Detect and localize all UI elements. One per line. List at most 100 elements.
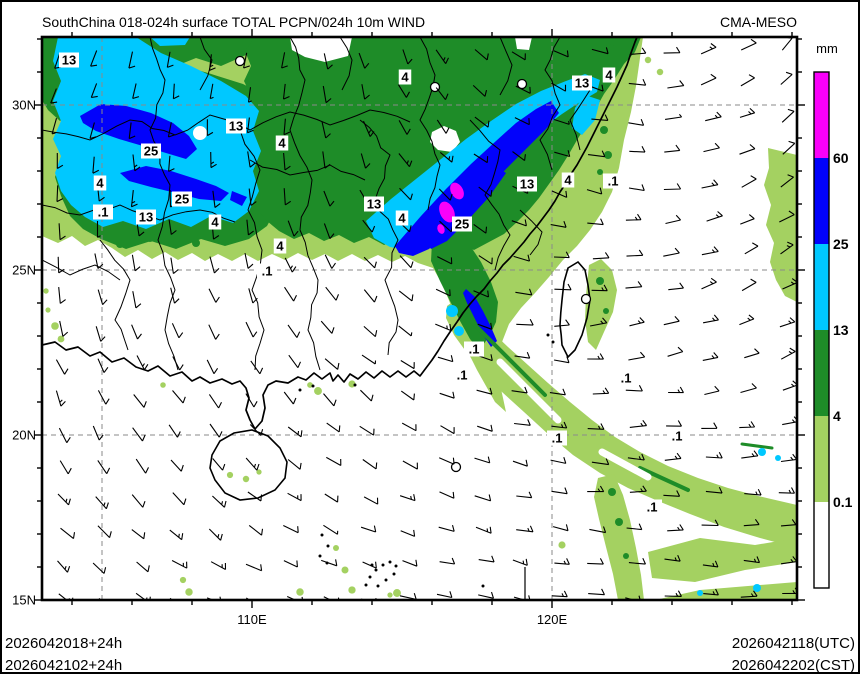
wind-barb [663,247,680,257]
wind-barb [552,524,569,532]
wind-barb [323,524,339,535]
wind-barb [668,282,684,291]
wind-barb [628,351,646,361]
wind-barb [740,214,755,225]
svg-text:4: 4 [401,70,409,85]
wind-barb [591,284,608,292]
wind-barb [668,386,684,394]
wind-barb [512,459,528,467]
wind-barb [437,256,453,265]
svg-text:.1: .1 [647,500,658,515]
wind-barb [97,289,108,305]
province-boundary [149,37,179,371]
x-axis-label: 120E [537,612,568,627]
islet-mark [551,340,555,344]
wind-barb [249,424,264,436]
wind-barb [359,425,375,436]
wind-barb [551,421,568,429]
svg-text:25: 25 [455,217,469,232]
wind-barb [778,487,795,494]
wind-barb [283,152,291,171]
wind-barb [323,190,335,207]
wind-barb [701,519,719,527]
wind-barb [208,528,223,541]
wind-barb [516,525,534,533]
wind-barb [551,487,568,495]
colorbar-unit-label: mm [816,41,838,56]
wind-barb [397,84,410,98]
wind-barb [474,116,490,128]
wind-barb [326,422,341,433]
wind-barb [663,316,680,326]
wind-barb [741,278,757,292]
wind-barb [628,557,647,565]
wind-barb [702,314,719,324]
contour-label: 4 [93,175,107,191]
wind-barb [591,47,609,55]
wind-barb [587,558,604,565]
wind-barb [476,387,493,395]
y-axis-label: 25N [12,263,36,278]
wind-barb [511,386,528,394]
wind-barb [553,118,570,125]
wind-barb [399,494,416,502]
wind-barb [361,84,370,100]
province-boundary [99,239,131,351]
colorbar-segment-white [814,502,829,588]
wind-barb [245,393,258,408]
svg-text:.1: .1 [608,174,619,189]
wind-barb [283,118,291,136]
wind-barb [172,83,180,100]
wind-barb [739,314,755,326]
wind-barb [210,561,227,570]
wind-barb [212,458,226,471]
wind-barb [474,456,491,464]
wind-barb [323,596,340,600]
wind-barb [51,118,58,135]
contour-label: 25 [141,143,161,159]
wind-barb [97,390,110,405]
svg-text:4: 4 [564,173,572,188]
colorbar-segment-dark_green [814,330,829,416]
wind-barb [475,526,492,534]
footer-init-utc: 2026042018+24h [5,635,122,652]
islet-mark [320,533,324,537]
wind-barb [284,257,297,273]
province-boundary [42,259,121,281]
wind-barb [436,119,450,134]
wind-barb [50,88,58,104]
wind-barb [284,286,297,302]
wind-barb [55,359,69,375]
wind-barb [132,154,141,172]
wind-barb [512,558,528,566]
islet-mark [481,584,485,588]
wind-barb [283,560,298,568]
wind-barb [779,317,796,328]
wind-barb [702,352,719,361]
wind-barb [739,107,756,118]
colorbar-level-label: 13 [833,322,849,338]
svg-text:.1: .1 [552,431,563,446]
wind-barb [170,459,184,472]
islet-mark [368,575,372,579]
wind-barb [57,560,71,573]
islet-mark [353,383,357,387]
colorbar: 60 25 13 4 0.1 [813,71,853,589]
wind-barb [435,87,449,101]
wind-barb [398,153,413,168]
islet-mark [298,388,302,392]
wind-barb [587,423,605,430]
wind-barb [628,118,645,126]
contour-label: 4 [208,214,222,230]
wind-barb [705,486,723,494]
wind-barb [92,425,104,441]
wind-barb [90,83,98,99]
wind-barb [554,558,570,565]
contour-label: 13 [364,196,384,212]
wind-barb [514,117,530,126]
province-boundary [469,119,511,271]
wind-barb [131,494,146,508]
